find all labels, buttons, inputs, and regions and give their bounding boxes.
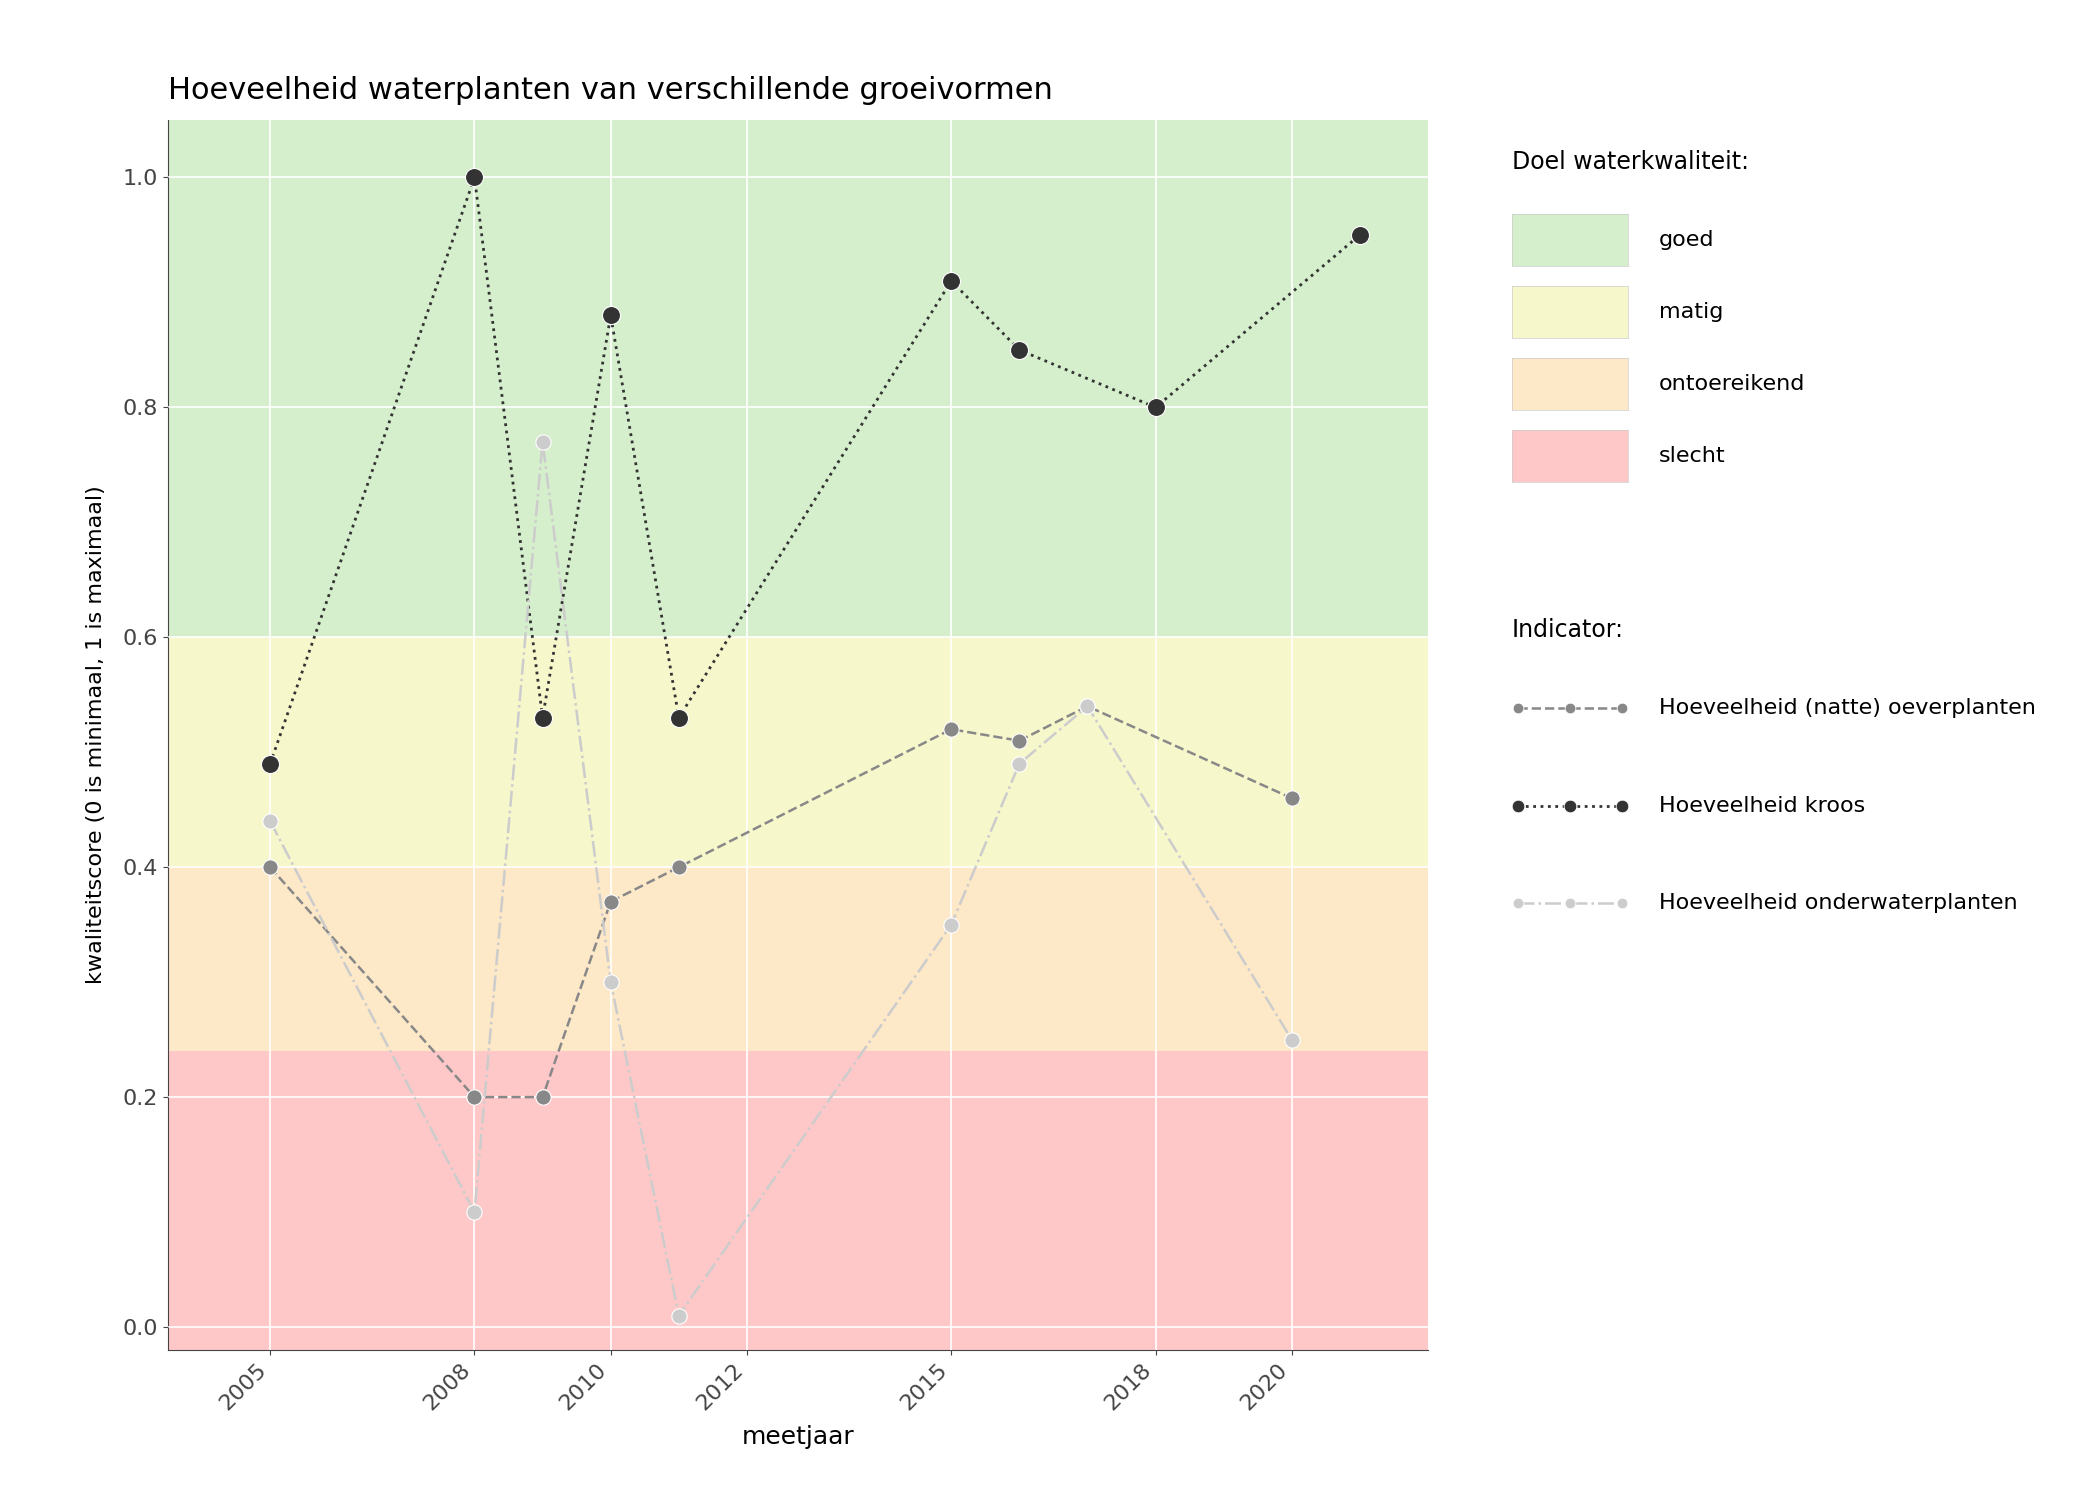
Text: Hoeveelheid waterplanten van verschillende groeivormen: Hoeveelheid waterplanten van verschillen… [168,76,1052,105]
Text: Doel waterkwaliteit:: Doel waterkwaliteit: [1512,150,1749,174]
Text: Hoeveelheid onderwaterplanten: Hoeveelheid onderwaterplanten [1659,892,2018,914]
Bar [168,1052,1428,1350]
Text: Hoeveelheid kroos: Hoeveelheid kroos [1659,795,1865,816]
Bar [168,867,1428,1052]
Text: Indicator:: Indicator: [1512,618,1623,642]
Bar [168,638,1428,867]
Text: slecht: slecht [1659,446,1726,466]
Text: ontoereikend: ontoereikend [1659,374,1806,394]
Text: matig: matig [1659,302,1724,322]
X-axis label: meetjaar: meetjaar [741,1425,855,1449]
Bar [168,120,1428,638]
Text: goed: goed [1659,230,1714,251]
Y-axis label: kwaliteitscore (0 is minimaal, 1 is maximaal): kwaliteitscore (0 is minimaal, 1 is maxi… [86,486,107,984]
Text: Hoeveelheid (natte) oeverplanten: Hoeveelheid (natte) oeverplanten [1659,698,2035,718]
